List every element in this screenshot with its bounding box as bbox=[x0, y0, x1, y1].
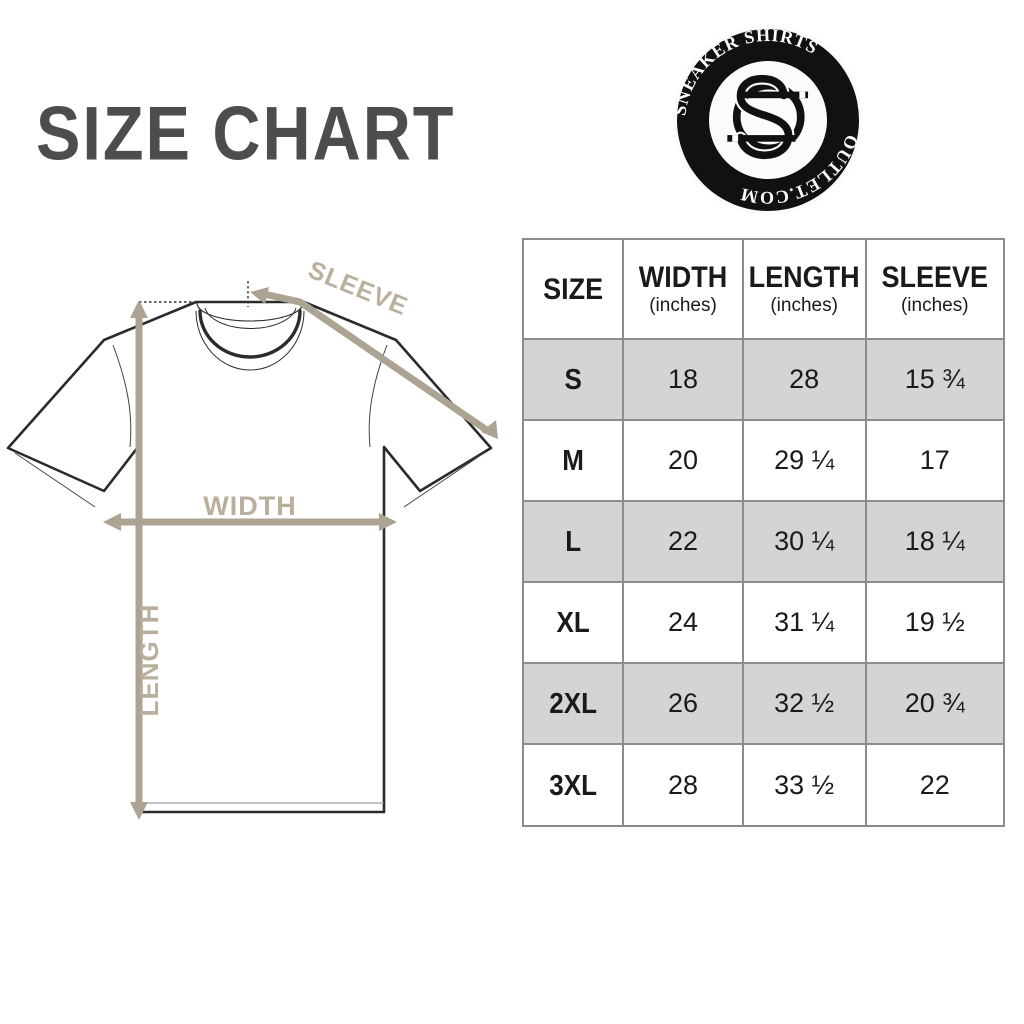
svg-text:LENGTH: LENGTH bbox=[134, 604, 164, 717]
svg-text:SLEEVE: SLEEVE bbox=[304, 256, 412, 321]
svg-text:WIDTH: WIDTH bbox=[203, 491, 296, 521]
